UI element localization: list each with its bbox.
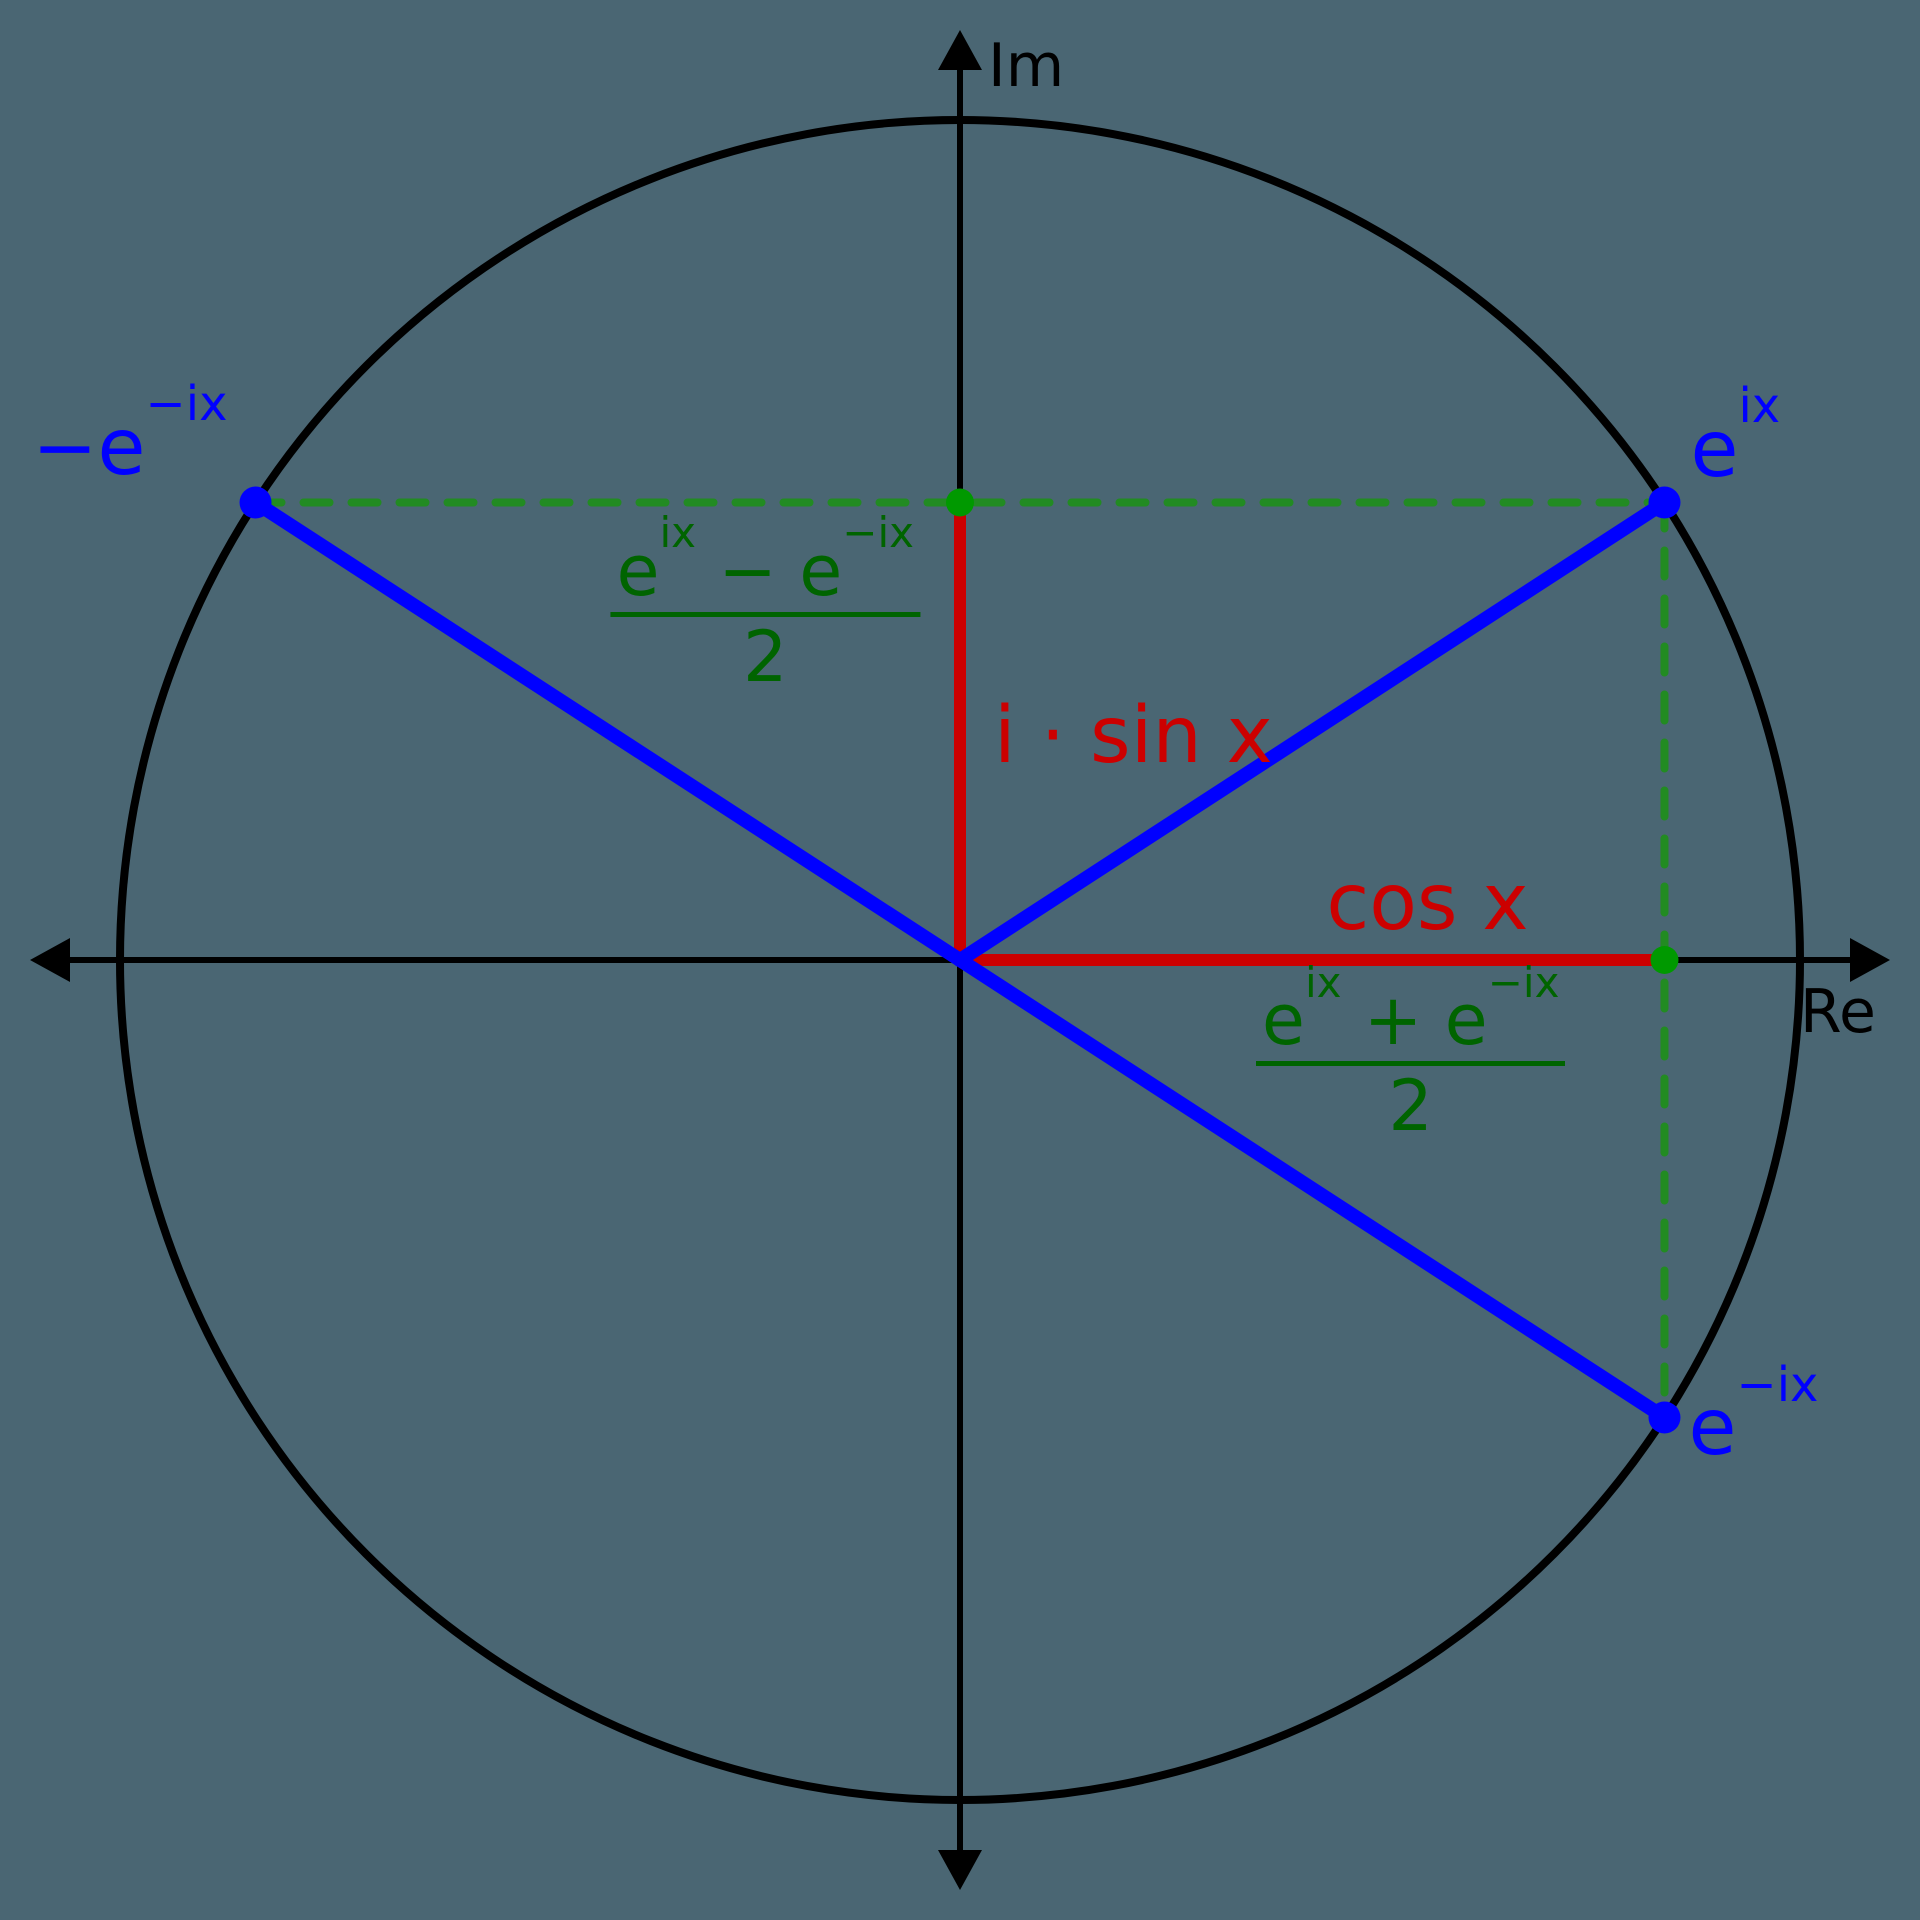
real-axis-arrow-left xyxy=(30,938,70,982)
euler-complex-plane-diagram: Im Re eix e−ix −e−ix i · sin x cos x eix − e−i… xyxy=(0,0,1920,1920)
label-re-axis: Re xyxy=(1800,982,1876,1042)
dot-eix xyxy=(1648,487,1680,519)
imag-axis-arrow-down xyxy=(938,1850,982,1890)
imag-axis-arrow-up xyxy=(938,30,982,70)
label-cosx: cos x xyxy=(1326,864,1528,942)
dot-cosx xyxy=(1650,946,1678,974)
label-eix: eix xyxy=(1690,409,1780,489)
dot-isinx xyxy=(946,489,974,517)
label-sin-fraction: eix − e−ix 2 xyxy=(610,533,920,696)
real-axis-arrow-right xyxy=(1850,938,1890,982)
dot-enix xyxy=(1648,1401,1680,1433)
label-neg-enix: −e−ix xyxy=(32,407,227,487)
dot-neg-enix xyxy=(240,487,272,519)
label-cos-fraction: eix + e−ix 2 xyxy=(1256,982,1566,1145)
label-im-axis: Im xyxy=(988,36,1064,96)
label-enix: e−ix xyxy=(1688,1387,1818,1467)
label-isinx: i · sin x xyxy=(994,697,1273,775)
diagram-svg xyxy=(0,0,1920,1920)
